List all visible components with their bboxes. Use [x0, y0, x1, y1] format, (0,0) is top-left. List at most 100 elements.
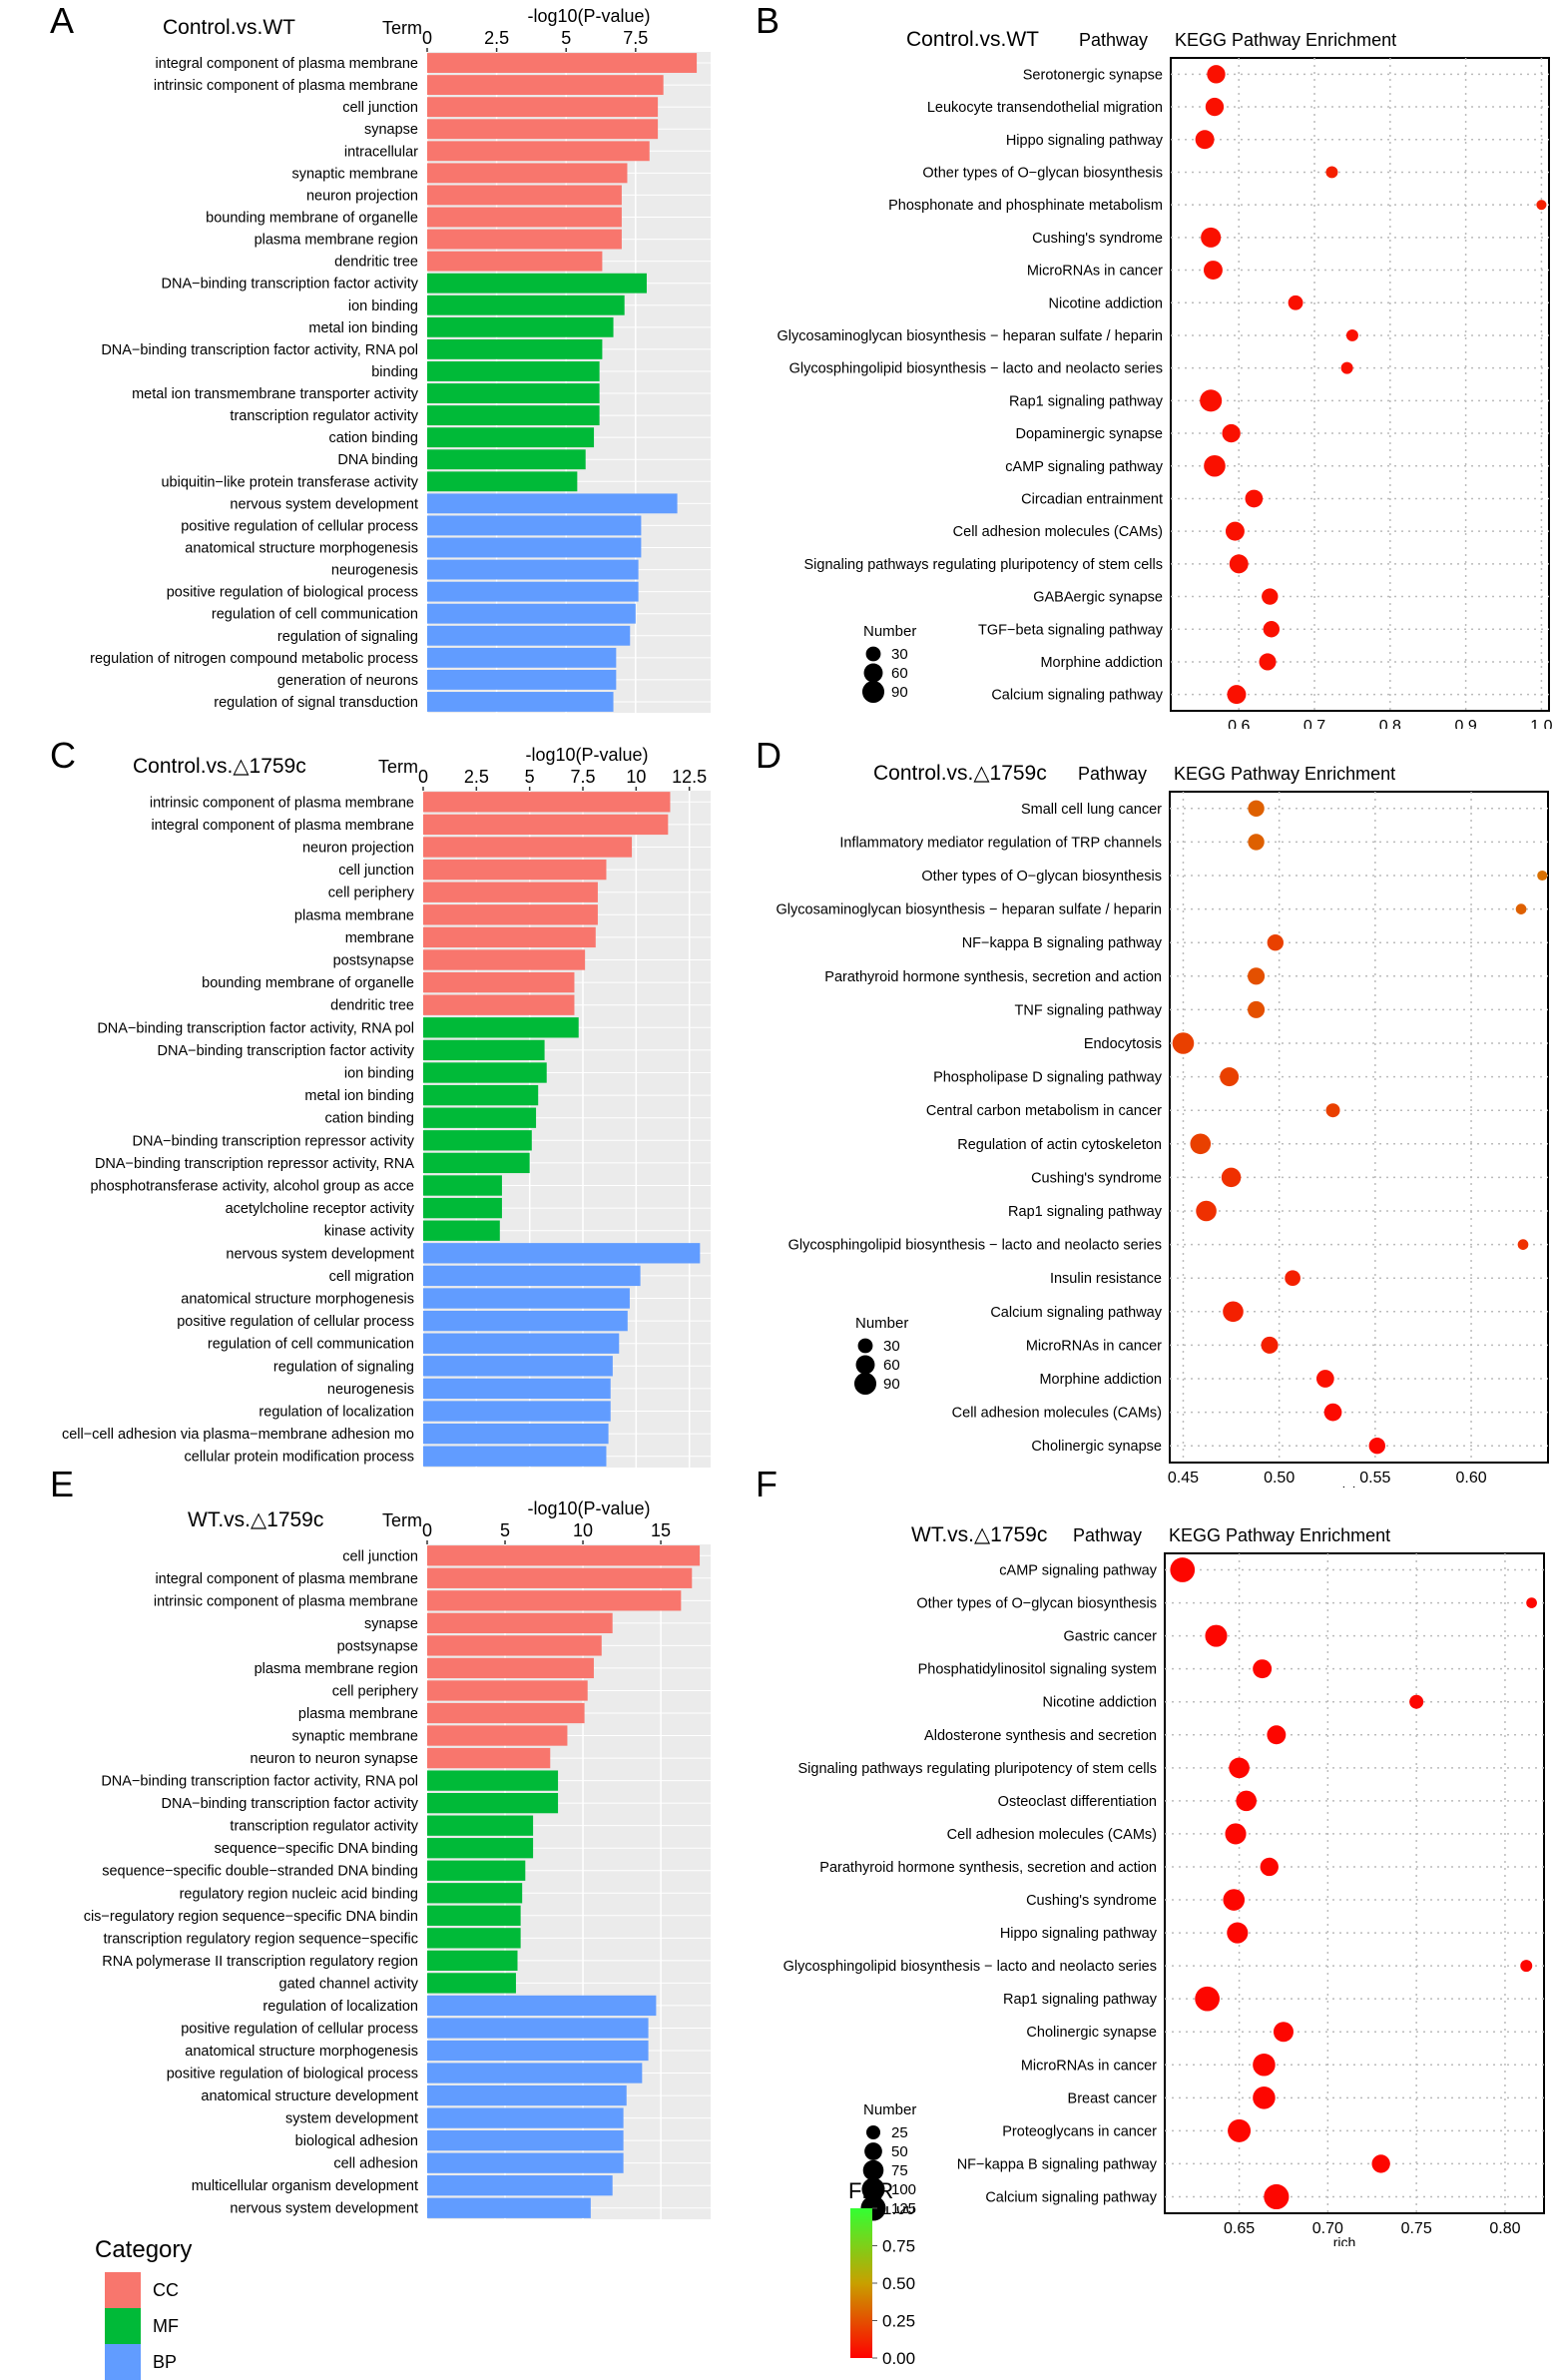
category-label-cation-binding: cation binding [329, 430, 419, 446]
x-axis-label: -log10(P-value) [525, 745, 648, 765]
x-tick-label: 5 [561, 28, 571, 48]
bar-cell-periphery [427, 1680, 588, 1701]
bar-neurogenesis [427, 559, 639, 580]
bar-regulation-of-signal-transduction [427, 692, 614, 712]
chart-title: Control.vs.WT [906, 28, 1039, 51]
bar-dna-binding-transcription-factor-activit [427, 1770, 559, 1791]
size-legend-label: 25 [891, 2124, 908, 2141]
size-legend-dot [863, 663, 883, 683]
category-label-intracellular: intracellular [344, 144, 418, 160]
point-rap1-signaling-pathway [1195, 1986, 1220, 2012]
x-tick-label: 2.5 [464, 767, 489, 787]
x-axis-label: -log10(P-value) [527, 1498, 650, 1518]
size-legend-dot [857, 1338, 873, 1354]
point-phosphatidylinositol-signaling-system [1253, 1659, 1273, 1679]
panel-letter-e: E [50, 1464, 75, 1504]
category-label-neuron-to-neuron-synapse: neuron to neuron synapse [251, 1751, 419, 1767]
bar-sequence-specific-dna-binding [427, 1838, 534, 1859]
pathway-label-parathyroid-hormone-synthesis-secretion-: Parathyroid hormone synthesis, secretion… [824, 969, 1162, 985]
pathway-label-cushing-s-syndrome: Cushing's syndrome [1026, 1893, 1157, 1909]
size-legend-dot [862, 2159, 884, 2181]
bar-cell-junction [427, 97, 659, 118]
bar-nervous-system-development [427, 2197, 591, 2218]
point-calcium-signaling-pathway [1223, 1301, 1244, 1323]
chart-title: Control.vs.WT [163, 16, 295, 39]
bar-cell-junction [427, 1545, 701, 1566]
pathway-label-morphine-addiction: Morphine addiction [1039, 1372, 1162, 1388]
pathway-label-rap1-signaling-pathway: Rap1 signaling pathway [1009, 393, 1164, 409]
x-tick-label: 0.8 [1379, 718, 1401, 729]
point-cushing-s-syndrome [1223, 1889, 1246, 1911]
point-glycosphingolipid-biosynthesis-lacto-and [1520, 1960, 1533, 1973]
pathway-label-other-types-of-o-glycan-biosynthesis: Other types of O−glycan biosynthesis [916, 1596, 1157, 1612]
bar-regulatory-region-nucleic-acid-binding [427, 1883, 523, 1904]
bar-metal-ion-binding [423, 1084, 539, 1106]
point-cell-adhesion-molecules-cams [1225, 521, 1245, 541]
kegg-bubble-chart-wt-vs-1759c: cAMP signaling pathway Other types of O−g… [783, 1523, 1545, 2246]
bar-positive-regulation-of-cellular-process [423, 1310, 628, 1332]
x-tick-label: 5 [500, 1520, 510, 1540]
pathway-label-glycosphingolipid-biosynthesis-lacto-and: Glycosphingolipid biosynthesis − lacto a… [788, 1238, 1162, 1254]
bar-plasma-membrane [427, 1702, 585, 1724]
category-label-intrinsic-component-of-plasma-membrane: intrinsic component of plasma membrane [150, 795, 414, 811]
legend-swatch-bp [105, 2344, 141, 2380]
pathway-label-micrornas-in-cancer: MicroRNAs in cancer [1026, 1338, 1162, 1354]
y-axis-label: Pathway [1079, 30, 1148, 50]
category-label-synapse: synapse [364, 1616, 418, 1632]
category-legend-title: Category [95, 2236, 193, 2263]
x-tick-label: 0.65 [1224, 2220, 1255, 2237]
category-label-acetylcholine-receptor-activity: acetylcholine receptor activity [226, 1201, 415, 1217]
bar-regulation-of-localization [423, 1401, 611, 1422]
size-legend-dot [864, 2142, 882, 2160]
pathway-label-tnf-signaling-pathway: TNF signaling pathway [1015, 1002, 1163, 1018]
category-label-transcription-regulator-activity: transcription regulator activity [230, 408, 418, 424]
bar-postsynapse [423, 949, 586, 970]
bar-bounding-membrane-of-organelle [427, 207, 622, 228]
pathway-label-osteoclast-differentiation: Osteoclast differentiation [998, 1794, 1157, 1810]
pathway-label-aldosterone-synthesis-and-secretion: Aldosterone synthesis and secretion [924, 1728, 1157, 1744]
x-tick-label: 0.9 [1454, 718, 1476, 729]
panel-letter-f: F [756, 1464, 778, 1504]
x-tick-label: 0.45 [1168, 1470, 1199, 1487]
bar-dna-binding-transcription-repressor-acti [423, 1130, 532, 1151]
point-cell-adhesion-molecules-cams [1225, 1823, 1247, 1845]
pathway-label-other-types-of-o-glycan-biosynthesis: Other types of O−glycan biosynthesis [922, 165, 1163, 181]
x-tick-label: 0.60 [1455, 1470, 1486, 1487]
category-label-plasma-membrane-region: plasma membrane region [255, 1661, 418, 1677]
fdr-legend-title: FDR [848, 2178, 894, 2203]
panel-letter-d: D [756, 735, 781, 776]
panel-letter-c: C [50, 735, 76, 776]
size-legend-dot [861, 2177, 885, 2201]
category-label-dna-binding-transcription-factor-activit: DNA−binding transcription factor activit… [101, 342, 418, 358]
point-phospholipase-d-signaling-pathway [1220, 1067, 1240, 1087]
category-label-dna-binding-transcription-factor-activit: DNA−binding transcription factor activit… [101, 1774, 418, 1790]
category-label-membrane: membrane [345, 930, 414, 946]
pathway-label-cell-adhesion-molecules-cams: Cell adhesion molecules (CAMs) [953, 524, 1163, 540]
pathway-label-rap1-signaling-pathway: Rap1 signaling pathway [1008, 1204, 1163, 1220]
pathway-label-glycosaminoglycan-biosynthesis-heparan-s: Glycosaminoglycan biosynthesis − heparan… [777, 902, 1163, 918]
point-morphine-addiction [1259, 653, 1277, 671]
bar-acetylcholine-receptor-activity [423, 1197, 502, 1219]
legend-swatch-cc [105, 2272, 141, 2308]
bar-kinase-activity [423, 1220, 500, 1241]
category-label-anatomical-structure-morphogenesis: anatomical structure morphogenesis [185, 541, 418, 557]
bar-phosphotransferase-activity-alcohol-grou [423, 1175, 502, 1196]
plot-panel-frame [1164, 1552, 1545, 2214]
size-legend-dot [865, 646, 881, 662]
category-label-regulation-of-signaling: regulation of signaling [273, 1359, 414, 1375]
pathway-label-morphine-addiction: Morphine addiction [1040, 655, 1163, 671]
size-legend-label: 60 [891, 665, 908, 682]
category-label-dna-binding-transcription-repressor-acti: DNA−binding transcription repressor acti… [95, 1156, 414, 1172]
point-aldosterone-synthesis-and-secretion [1267, 1725, 1287, 1745]
point-glycosaminoglycan-biosynthesis-heparan-s [1345, 328, 1358, 341]
bar-membrane [423, 926, 596, 948]
point-glycosphingolipid-biosynthesis-lacto-and [1340, 361, 1353, 374]
bar-cell-junction [423, 859, 607, 881]
pathway-label-cholinergic-synapse: Cholinergic synapse [1026, 2025, 1157, 2041]
pathway-label-micrornas-in-cancer: MicroRNAs in cancer [1027, 264, 1163, 280]
category-label-neuron-projection: neuron projection [302, 841, 414, 857]
x-tick-label: 0.70 [1312, 2220, 1343, 2237]
category-label-dna-binding-transcription-factor-activit: DNA−binding transcription factor activit… [162, 1796, 419, 1812]
chart-subtitle: KEGG Pathway Enrichment [1174, 764, 1395, 784]
category-label-multicellular-organism-development: multicellular organism development [192, 2178, 418, 2194]
